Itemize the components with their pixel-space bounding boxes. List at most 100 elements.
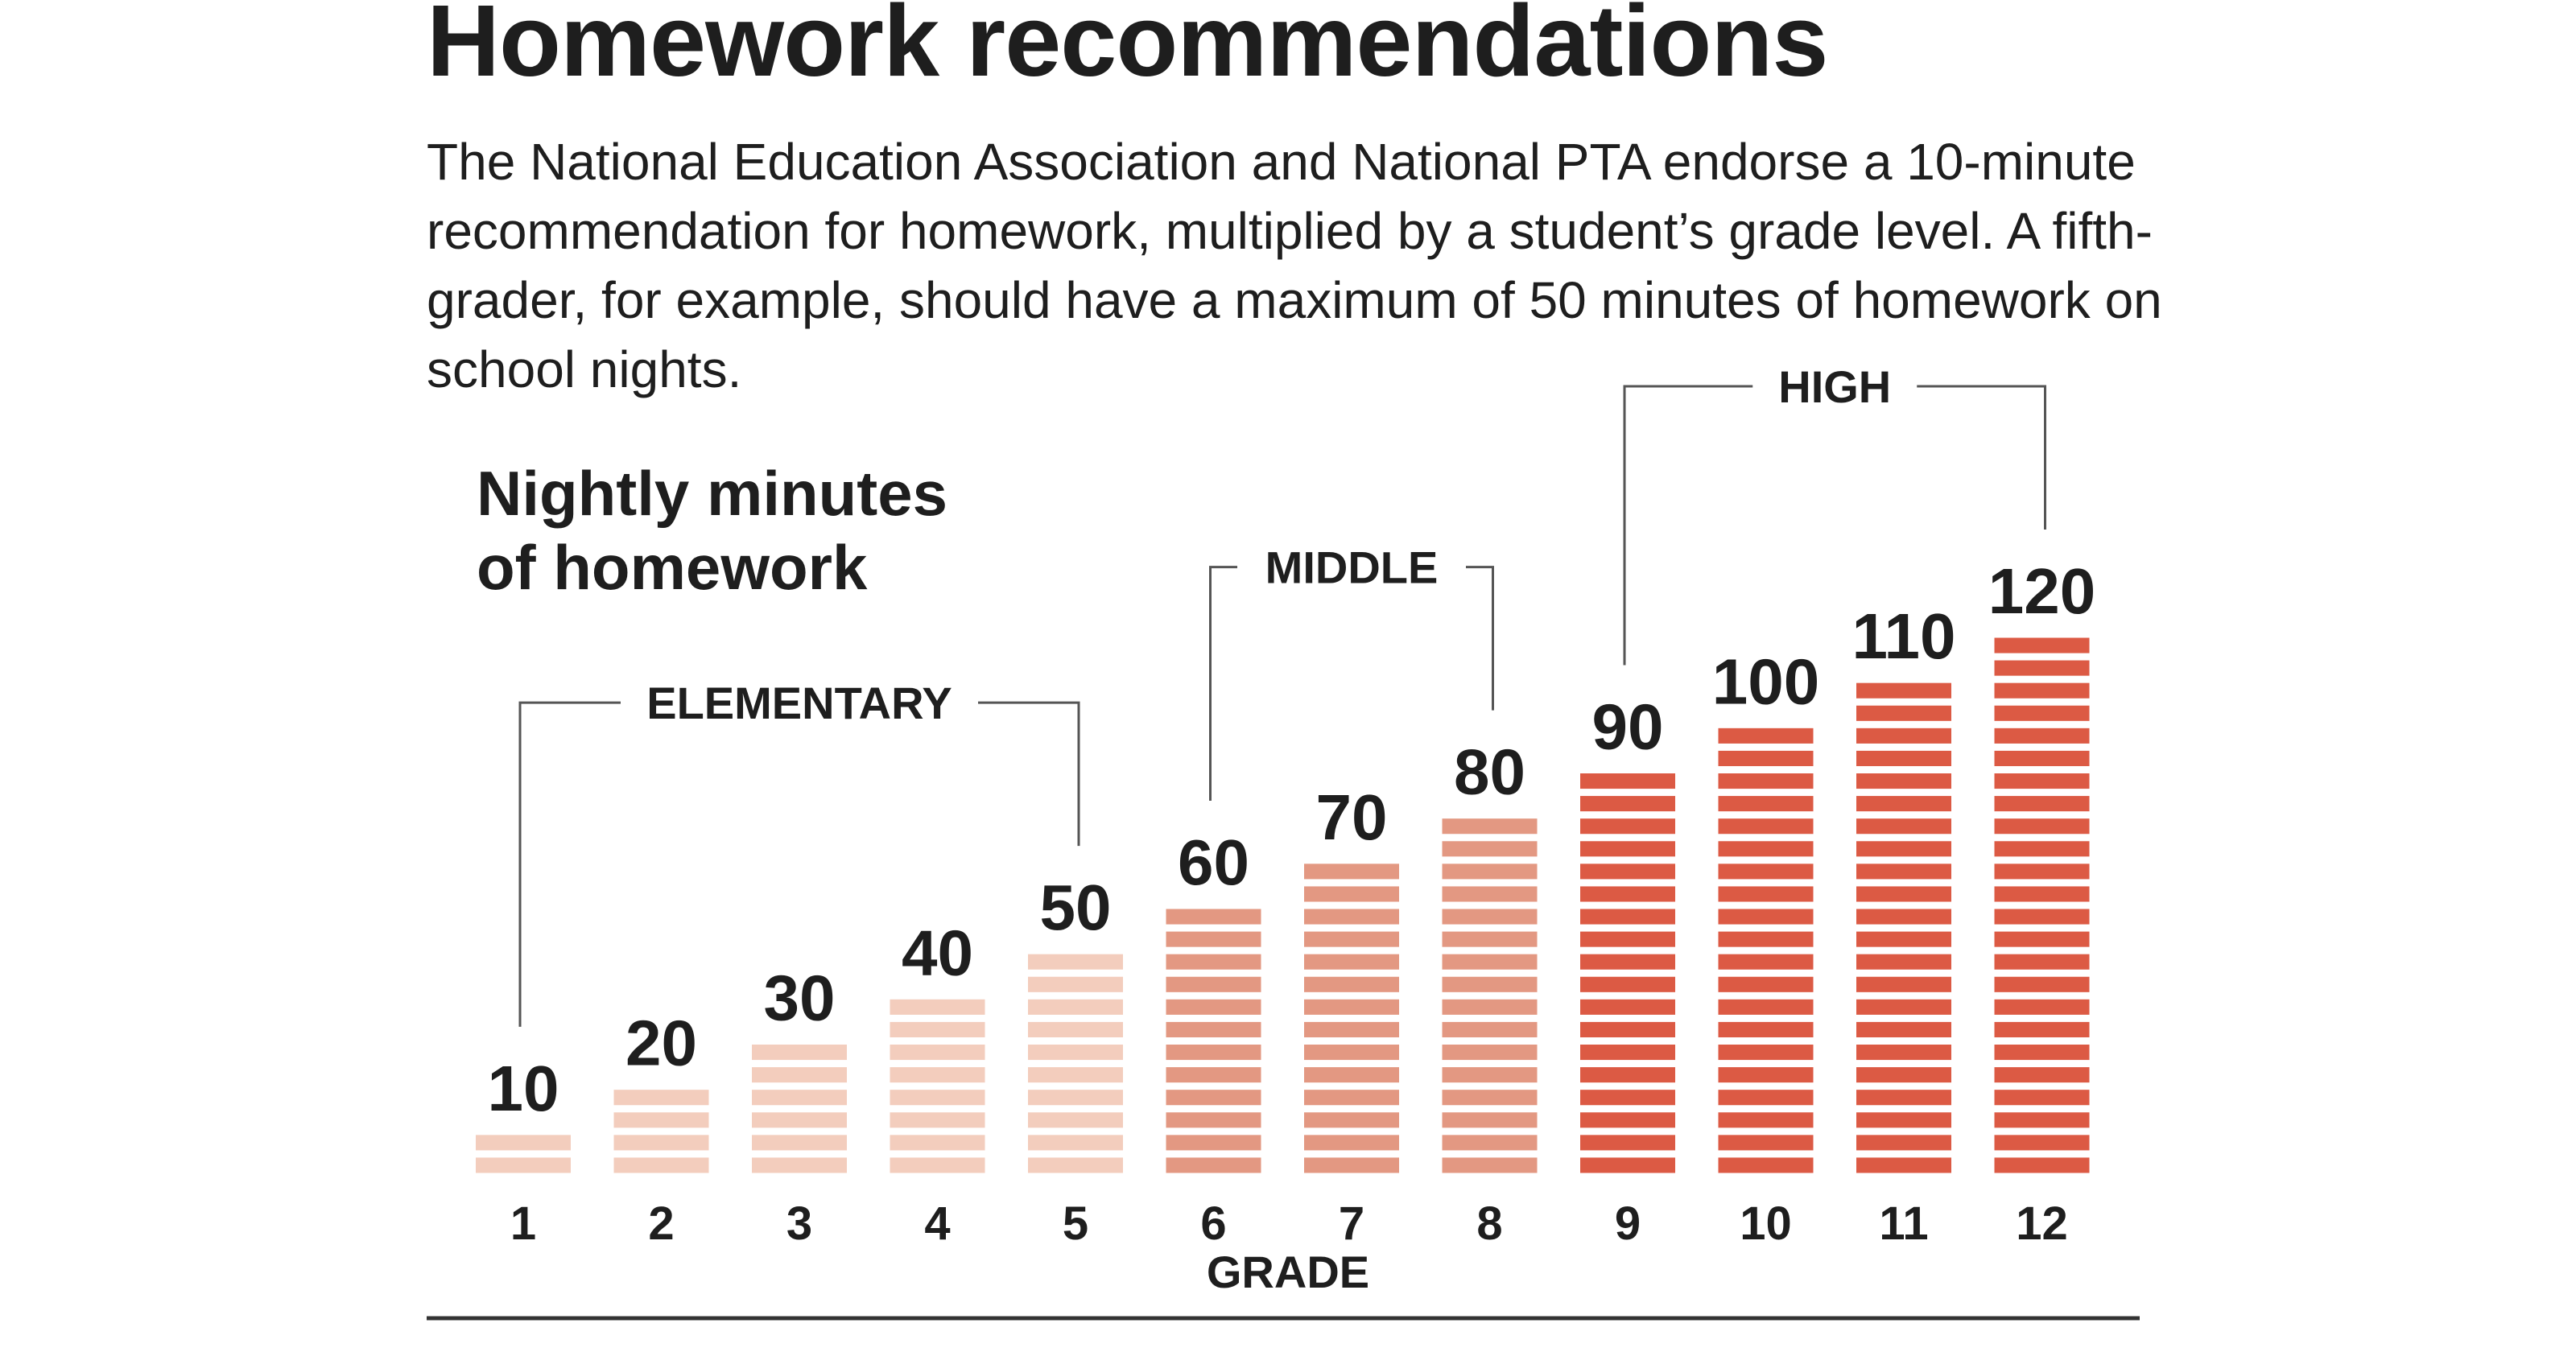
bar-segment [1856, 1045, 1951, 1061]
bar-segment [1994, 705, 2090, 721]
bar-segment [890, 1021, 985, 1037]
bar-segment [1994, 886, 2090, 902]
group-brackets: ELEMENTARY MIDDLE HIGH [518, 361, 2046, 1027]
bar-segment [1442, 1021, 1538, 1037]
group-label: ELEMENTARY [646, 678, 952, 728]
bar-segment [1994, 728, 2090, 744]
bar-segment [1304, 1157, 1399, 1173]
x-tick-label: 9 [1615, 1197, 1641, 1250]
bar-segment [1994, 1067, 2090, 1083]
bar-segment [1718, 999, 1814, 1015]
bar-grade-11 [1856, 682, 1951, 1173]
value-label: 90 [1592, 691, 1664, 763]
bar-segment [1994, 750, 2090, 766]
bar-segment [1442, 1157, 1538, 1173]
bar-segment [1580, 976, 1675, 992]
bar-segment [1166, 976, 1261, 992]
bar-grade-8 [1442, 818, 1538, 1173]
bar-segment [752, 1135, 847, 1151]
bar-segment [1994, 999, 2090, 1015]
bar-segment [1994, 931, 2090, 947]
bar-segment [752, 1067, 847, 1083]
bar-grade-5 [1028, 954, 1123, 1173]
x-tick-label: 5 [1063, 1197, 1088, 1250]
value-label: 50 [1040, 872, 1112, 943]
bar-segment [1856, 682, 1951, 699]
bar-segment [1580, 886, 1675, 902]
bar-grade-1 [476, 1135, 571, 1173]
bar-segment [1994, 682, 2090, 699]
bar-segment [1304, 954, 1399, 970]
bar-segment [1166, 1157, 1261, 1173]
group-bracket-elementary: ELEMENTARY [518, 678, 1080, 1027]
bar-segment [1166, 909, 1261, 925]
bar-segment [1718, 886, 1814, 902]
bar-segment [1304, 1045, 1399, 1061]
bar-segment [1580, 796, 1675, 812]
bar-segment [1718, 1045, 1814, 1061]
bar-segment [1028, 1067, 1123, 1083]
bars [476, 637, 2090, 1173]
bar-segment [890, 1045, 985, 1061]
bar-segment [1718, 1112, 1814, 1128]
bar-segment [1718, 931, 1814, 947]
bar-segment [1856, 1090, 1951, 1106]
group-label: HIGH [1778, 361, 1891, 412]
bar-segment [1580, 1045, 1675, 1061]
bar-segment [1028, 976, 1123, 992]
bar-segment [1166, 1067, 1261, 1083]
bar-segment [1580, 818, 1675, 835]
bar-segment [1718, 1021, 1814, 1037]
bar-segment [476, 1135, 571, 1151]
x-tick-label: 1 [510, 1197, 536, 1250]
bar-segment [1442, 1112, 1538, 1128]
bar-segment [1718, 818, 1814, 835]
bar-segment [1994, 841, 2090, 857]
bar-segment [1580, 909, 1675, 925]
x-tick-label: 7 [1339, 1197, 1364, 1250]
bar-segment [1994, 637, 2090, 653]
value-label: 110 [1852, 600, 1955, 672]
x-tick-labels: 1 2 3 4 5 6 7 8 9 10 11 12 [510, 1197, 2068, 1250]
bar-segment [1580, 841, 1675, 857]
x-tick-label: 3 [786, 1197, 812, 1250]
bar-segment [1856, 1135, 1951, 1151]
bar-segment [1028, 1135, 1123, 1151]
bar-segment [1166, 1090, 1261, 1106]
bar-segment [1856, 705, 1951, 721]
page-subtitle: The National Education Association and N… [427, 133, 2162, 398]
value-label: 70 [1316, 781, 1388, 853]
value-label: 60 [1178, 826, 1249, 898]
bar-segment [1304, 931, 1399, 947]
bar-segment [1856, 1157, 1951, 1173]
bar-segment [1442, 841, 1538, 857]
bar-segment [613, 1112, 709, 1128]
bar-segment [613, 1090, 709, 1106]
bar-segment [890, 1067, 985, 1083]
bar-segment [752, 1045, 847, 1061]
bar-segment [1856, 1067, 1951, 1083]
bar-segment [1580, 1112, 1675, 1128]
bar-segment [1304, 976, 1399, 992]
bar-segment [1994, 1157, 2090, 1173]
bar-segment [1580, 864, 1675, 880]
bar-segment [1994, 660, 2090, 676]
bracket-line [1209, 566, 1494, 801]
bar-segment [1166, 1112, 1261, 1128]
bar-segment [1718, 773, 1814, 789]
bar-segment [1166, 1135, 1261, 1151]
bar-segment [1994, 909, 2090, 925]
bar-segment [1856, 750, 1951, 766]
bar-segment [1442, 864, 1538, 880]
bar-segment [1028, 1045, 1123, 1061]
value-label: 120 [1988, 555, 2095, 627]
bar-segment [1856, 931, 1951, 947]
bar-segment [1580, 1135, 1675, 1151]
bar-segment [1028, 1090, 1123, 1106]
x-tick-label: 8 [1476, 1197, 1502, 1250]
bar-segment [1028, 954, 1123, 970]
bar-segment [1856, 864, 1951, 880]
bar-segment [1028, 999, 1123, 1015]
chart-title-line-2: of homework [477, 532, 868, 603]
bar-grade-10 [1718, 728, 1814, 1173]
